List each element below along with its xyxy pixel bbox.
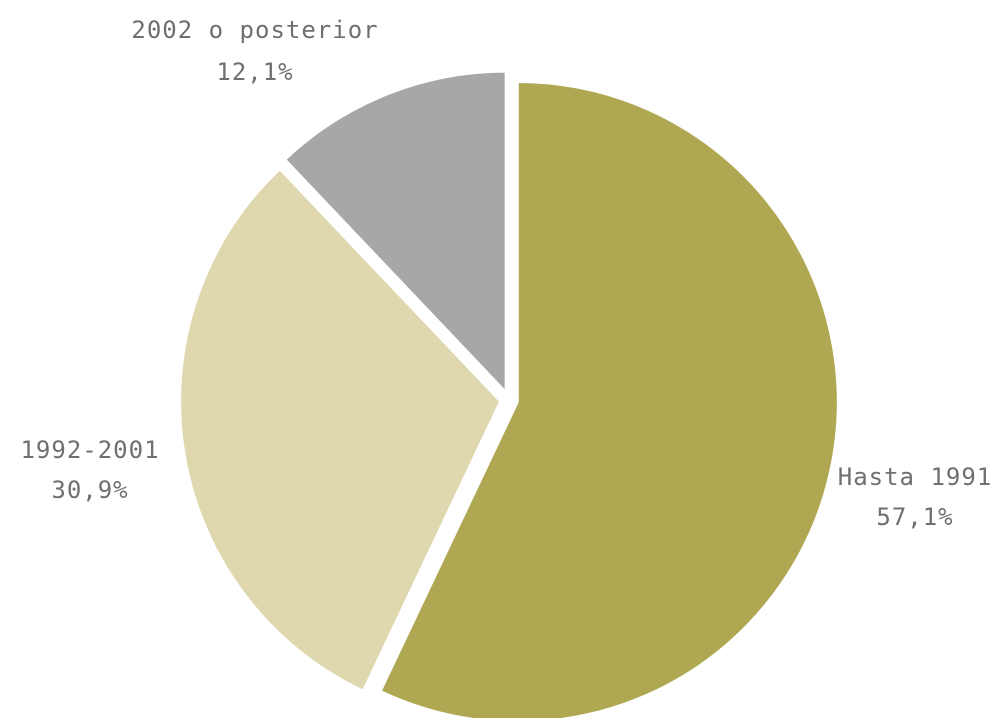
slice-value-1992-2001: 30,9% [51,476,128,504]
slice-label-1992-2001: 1992-2001 [20,436,159,464]
pie-slices [179,70,839,718]
slice-label-2002-o-posterior: 2002 o posterior [131,16,378,44]
pie-slice-1992-2001 [179,167,502,692]
pie-slice-2002-o-posterior [283,70,507,395]
slice-label-hasta-1991: Hasta 1991 [838,463,993,491]
slice-value-hasta-1991: 57,1% [876,503,953,531]
pie-slice-hasta-1991 [379,80,839,718]
slice-value-2002-o-posterior: 12,1% [216,58,293,86]
